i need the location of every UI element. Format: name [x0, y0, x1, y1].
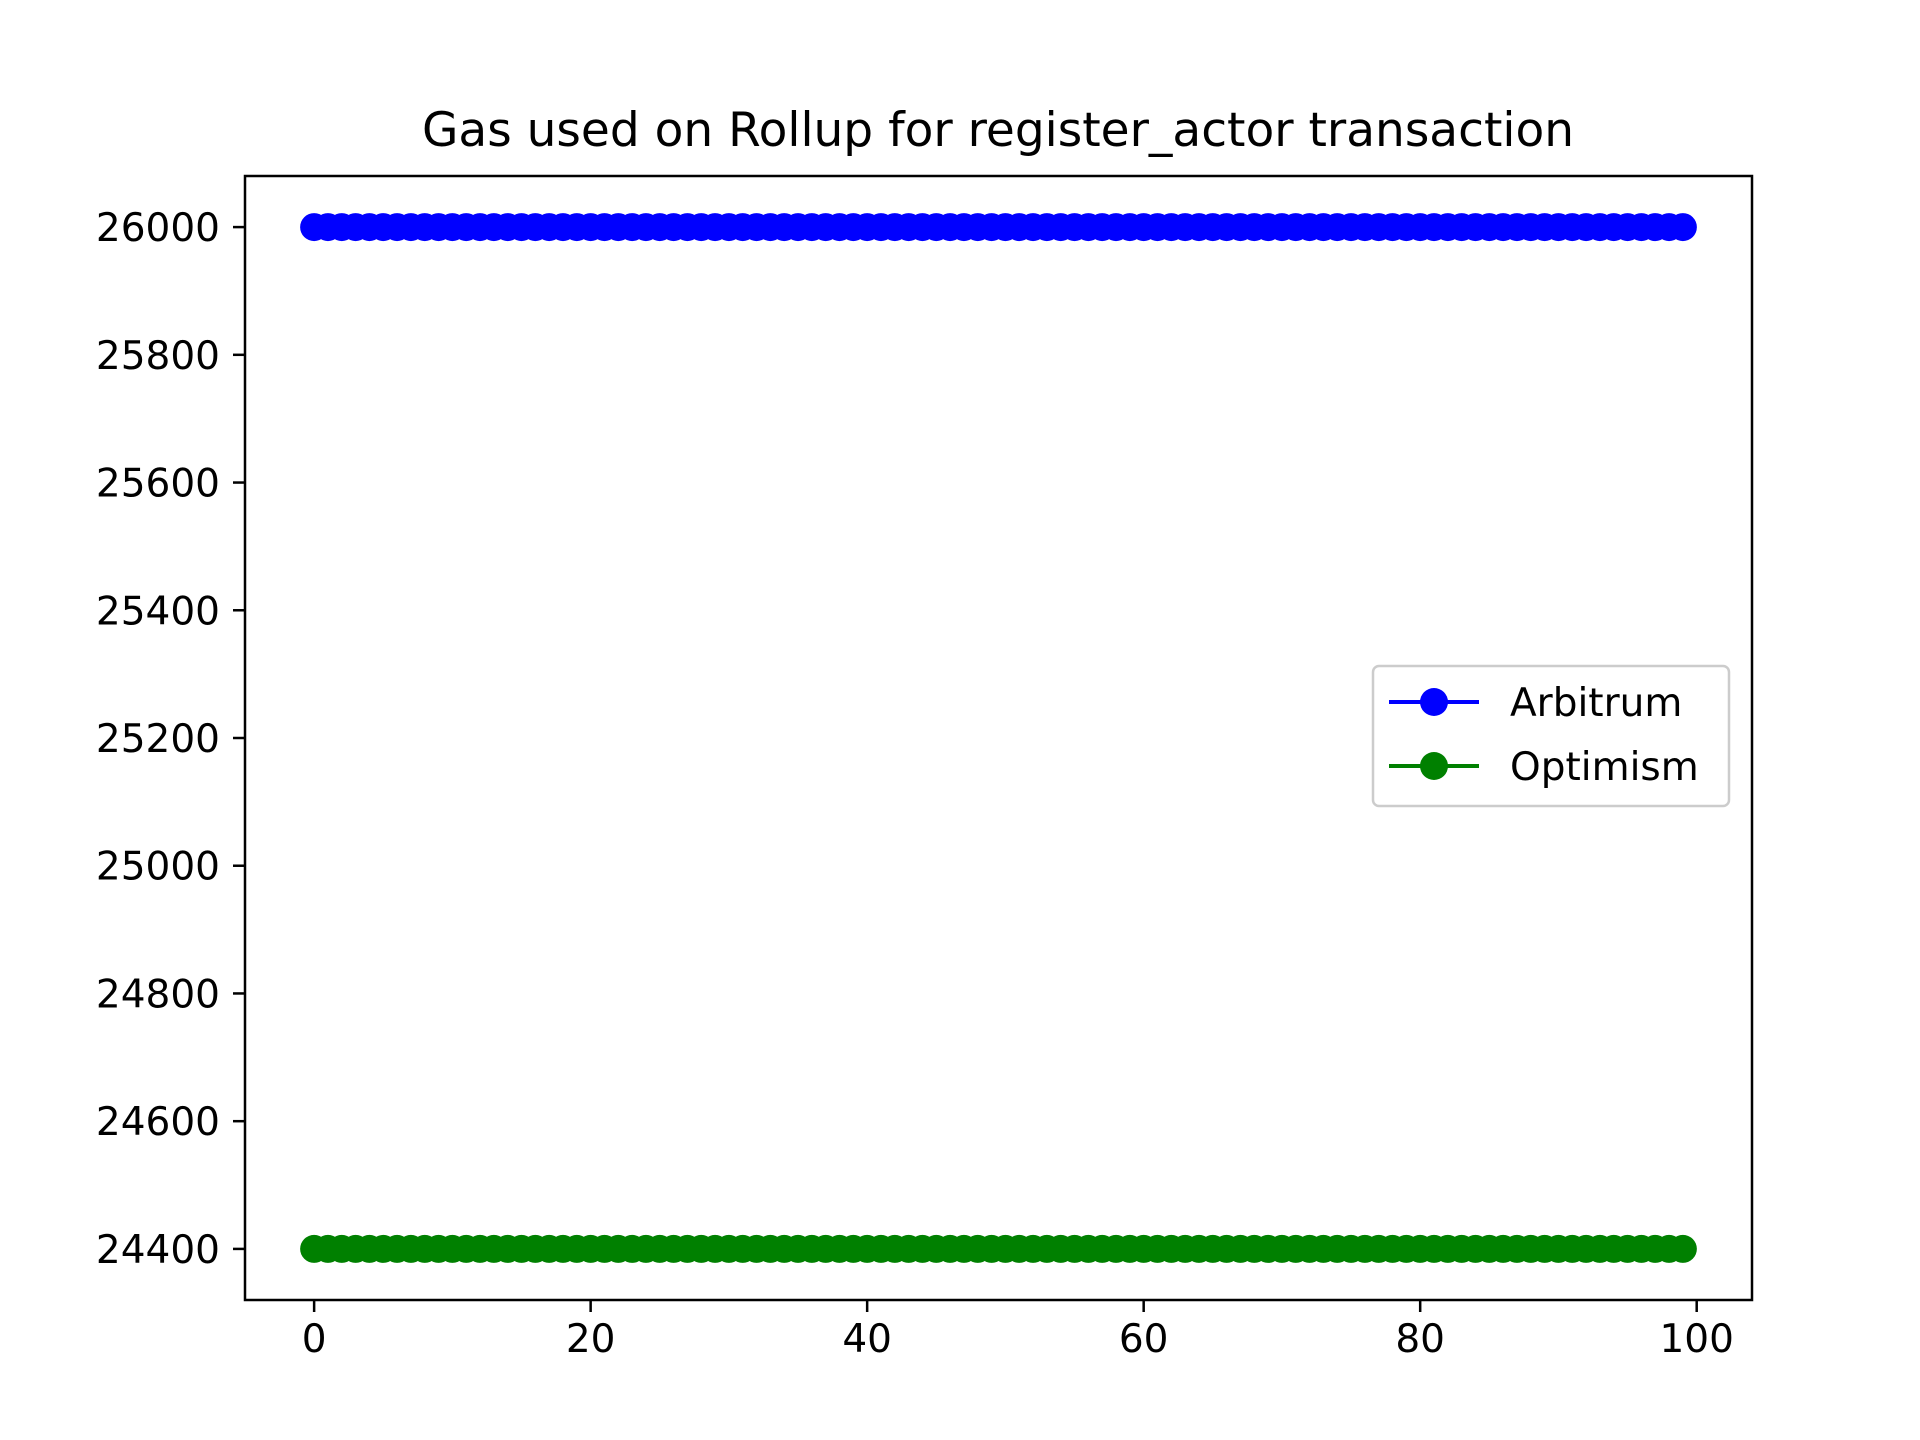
legend-marker-optimism	[1420, 752, 1448, 780]
series-optimism	[300, 1234, 1697, 1263]
series-arbitrum	[300, 213, 1697, 242]
y-tick-label: 26000	[96, 206, 220, 251]
y-tick-label: 24400	[96, 1228, 220, 1273]
y-tick-label: 24800	[96, 972, 220, 1017]
x-tick-label: 80	[1395, 1317, 1445, 1362]
chart-title: Gas used on Rollup for register_actor tr…	[422, 103, 1574, 158]
x-tick-label: 40	[842, 1317, 892, 1362]
data-point-arbitrum	[1668, 213, 1697, 242]
x-tick-label: 60	[1119, 1317, 1169, 1362]
y-tick-label: 25800	[96, 334, 220, 379]
series-layer	[300, 213, 1697, 1263]
y-tick-label: 25000	[96, 845, 220, 890]
legend-label-arbitrum: Arbitrum	[1510, 681, 1682, 726]
y-tick-label: 25200	[96, 717, 220, 762]
y-tick-label: 24600	[96, 1100, 220, 1145]
y-tick-label: 25400	[96, 589, 220, 634]
legend: Arbitrum Optimism	[1371, 664, 1731, 808]
x-tick-label: 100	[1659, 1317, 1733, 1362]
y-tick-label: 25600	[96, 462, 220, 507]
legend-label-optimism: Optimism	[1510, 745, 1699, 790]
data-point-optimism	[1668, 1234, 1697, 1263]
x-tick-label: 0	[302, 1317, 327, 1362]
axis-layer: 0 20 40 60 80 100 24400 24600 24800 25000 25200 254…	[96, 174, 1754, 1362]
x-tick-label: 20	[566, 1317, 616, 1362]
legend-marker-arbitrum	[1420, 688, 1448, 716]
